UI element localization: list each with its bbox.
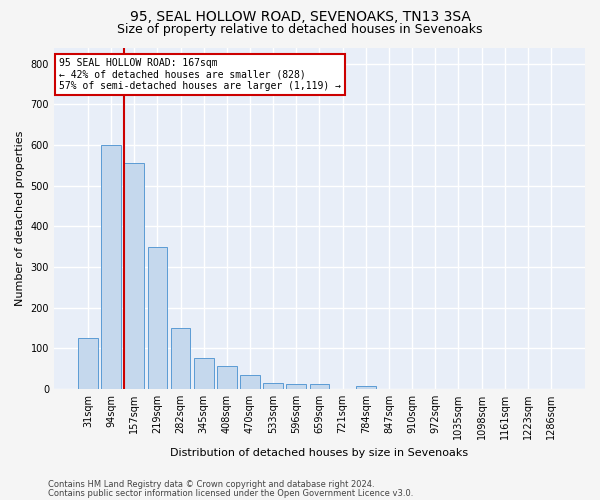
Bar (356, 386, 376, 389)
Bar (217, 366, 236, 389)
Bar (263, 382, 283, 389)
Bar (240, 376, 260, 389)
Text: Contains HM Land Registry data © Crown copyright and database right 2024.: Contains HM Land Registry data © Crown c… (48, 480, 374, 489)
Bar (124, 164, 144, 389)
Text: 95, SEAL HOLLOW ROAD, SEVENOAKS, TN13 3SA: 95, SEAL HOLLOW ROAD, SEVENOAKS, TN13 3S… (130, 10, 470, 24)
Bar (170, 328, 190, 389)
Bar (101, 145, 121, 389)
Bar (194, 358, 214, 389)
Bar (286, 384, 306, 389)
X-axis label: Distribution of detached houses by size in Sevenoaks: Distribution of detached houses by size … (170, 448, 469, 458)
Text: Size of property relative to detached houses in Sevenoaks: Size of property relative to detached ho… (117, 22, 483, 36)
Bar (148, 246, 167, 389)
Y-axis label: Number of detached properties: Number of detached properties (15, 130, 25, 306)
Text: Contains public sector information licensed under the Open Government Licence v3: Contains public sector information licen… (48, 488, 413, 498)
Bar (78, 338, 98, 389)
Text: 95 SEAL HOLLOW ROAD: 167sqm
← 42% of detached houses are smaller (828)
57% of se: 95 SEAL HOLLOW ROAD: 167sqm ← 42% of det… (59, 58, 341, 91)
Bar (310, 384, 329, 389)
